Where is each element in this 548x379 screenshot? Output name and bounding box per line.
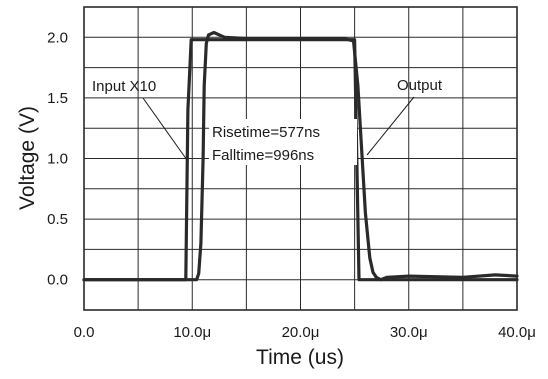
- input-annotation-label: Input X10: [92, 78, 156, 95]
- falltime-label: Falltime=996ns: [212, 147, 314, 164]
- annotations: Input X10 Output Risetime=577ns Falltime…: [92, 77, 443, 165]
- plot-frame: [83, 6, 518, 311]
- x-tick-label: 0.0: [74, 324, 95, 341]
- x-tick-label: 10.0μ: [173, 324, 211, 341]
- output-annotation-leader: [366, 96, 415, 156]
- y-tick-label: 1.5: [47, 90, 68, 107]
- y-tick-label: 0.5: [47, 211, 68, 228]
- x-axis-title: Time (us): [256, 346, 344, 369]
- x-tick-label: 40.0μ: [498, 324, 536, 341]
- y-axis-title: Voltage (V): [16, 106, 39, 210]
- input-annotation-leader: [142, 97, 188, 161]
- x-tick-label: 30.0μ: [390, 324, 428, 341]
- output-series-line: [82, 30, 519, 282]
- x-tick-label: 20.0μ: [282, 324, 320, 341]
- rise-fall-label-backing: [209, 119, 357, 165]
- y-tick-label: 0.0: [47, 272, 68, 289]
- series-lines: [82, 30, 519, 282]
- risetime-label: Risetime=577ns: [212, 124, 320, 141]
- y-tick-label: 1.0: [47, 151, 68, 168]
- y-tick-label: 2.0: [47, 29, 68, 46]
- tick-labels: 0.0 10.0μ 20.0μ 30.0μ 40.0μ 0.0 0.5 1.0 1.5 2.0: [47, 29, 536, 341]
- output-annotation-label: Output: [397, 77, 443, 94]
